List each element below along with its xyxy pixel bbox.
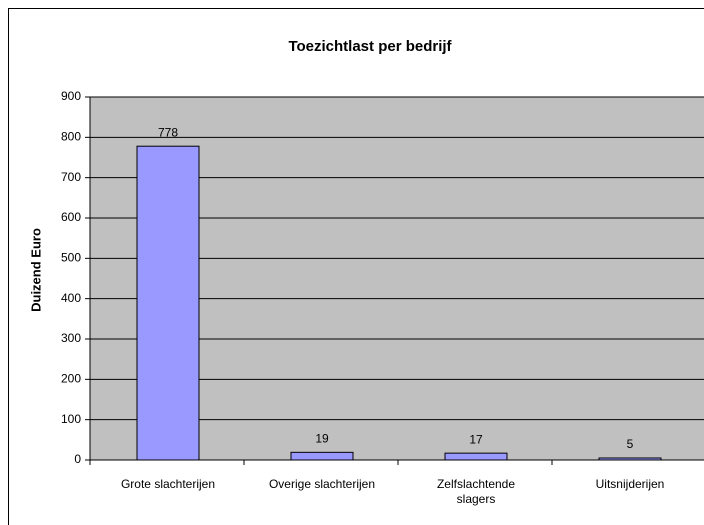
y-tick-label: 0 bbox=[74, 452, 81, 466]
x-tick-label: Uitsnijderijen bbox=[595, 477, 665, 491]
y-tick-label: 800 bbox=[61, 130, 81, 144]
bar bbox=[290, 451, 354, 461]
data-label: 19 bbox=[315, 432, 329, 446]
bar bbox=[136, 145, 200, 461]
y-tick-label: 200 bbox=[61, 372, 81, 386]
data-label: 5 bbox=[627, 437, 634, 451]
y-tick-label: 500 bbox=[61, 251, 81, 265]
y-tick-label: 900 bbox=[61, 89, 81, 103]
y-tick-label: 100 bbox=[61, 412, 81, 426]
x-tick-label: Grote slachterijen bbox=[120, 477, 216, 491]
y-axis-label: Duizend Euro bbox=[28, 228, 43, 312]
x-tick-label: Zelfslachtende slagers bbox=[436, 477, 516, 506]
data-label: 17 bbox=[469, 432, 483, 446]
x-tick-label: Overige slachterijen bbox=[268, 477, 376, 491]
chart-title: Toezichtlast per bedrijf bbox=[288, 38, 452, 55]
bar bbox=[444, 452, 508, 461]
data-label: 778 bbox=[158, 125, 178, 139]
y-tick-label: 600 bbox=[61, 210, 81, 224]
y-tick-label: 700 bbox=[61, 170, 81, 184]
y-tick-label: 300 bbox=[61, 331, 81, 345]
y-tick-label: 400 bbox=[61, 291, 81, 305]
